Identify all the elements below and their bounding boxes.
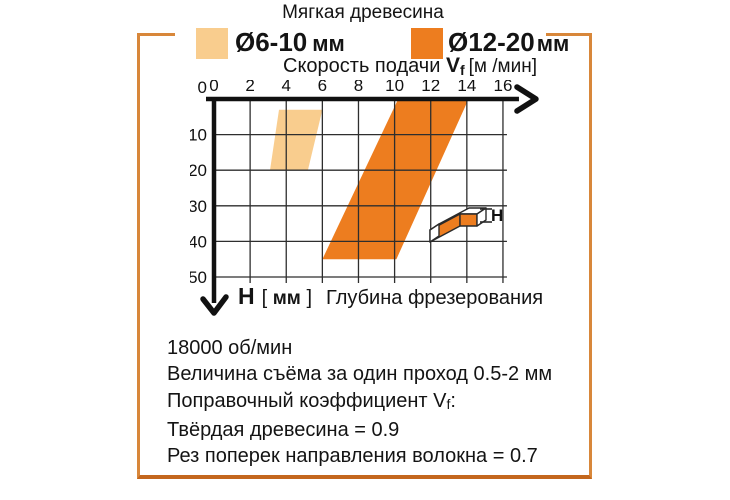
workpiece-depth-icon: H [429,206,503,243]
region-d6-10 [270,109,323,171]
depth-dimension-label: H [491,206,503,225]
y-tick-label: 10 [190,126,207,145]
x-tick-label: 0 [209,80,218,95]
x-axis-vf-subscript: f [459,62,465,78]
note-vf-subscript: f [446,395,451,412]
y-axis-bracket-close: ] [306,287,312,309]
y-tick-label: 50 [190,268,207,287]
note-correction-header: Поправочный коэффициент Vf: [167,388,552,417]
x-tick-label: 2 [245,80,254,95]
x-axis-vf-symbol: V [445,54,460,77]
y-axis-unit: мм [272,288,301,309]
x-axis-arrow-icon [514,84,539,114]
legend-unit-text: мм [536,31,570,56]
y-tick-label: 40 [190,232,207,251]
workpiece-front-face [459,213,478,227]
notes-block: 18000 об/мин Величина съёма за один прох… [167,335,552,469]
x-axis-title: Скорость подачи Vf [м /мин] [240,54,580,78]
page-title: Мягкая древесина [282,2,444,23]
note-correction-text: Поправочный коэффициент [167,389,428,412]
note-crossgrain-factor: Рез поперек направления волокна = 0.7 [167,445,538,468]
y-axis-title: H [ мм ] Глубина фрезерования [238,283,543,310]
note-colon: : [450,389,456,412]
milling-chart-plot: 0 2 4 6 8 10 12 14 16 0 10 20 30 40 50 [190,80,539,316]
y-axis-bracket-open: [ [261,287,268,309]
note-pass-depth: Величина съёма за один проход 0.5-2 мм [167,363,553,386]
frame-top-gap [175,30,546,39]
note-vf-symbol: V [433,389,447,412]
x-tick-label: 6 [318,80,327,95]
legend-label-text: Ø12-20 [448,27,535,57]
x-tick-label: 8 [354,80,363,95]
x-tick-label: 14 [457,80,476,95]
y-tick-label: 30 [190,197,207,216]
y-axis-arrow-icon [200,294,229,316]
note-hardwood-factor: Твёрдая древесина = 0.9 [167,418,400,441]
legend-swatch-large-diameter [411,28,443,59]
x-tick-label: 10 [385,80,404,95]
x-axis-unit: [м /мин] [468,56,537,77]
legend-swatch-small-diameter [196,28,228,59]
y-axis-title-text: Глубина фрезерования [326,287,544,309]
y-tick-label: 20 [190,161,207,180]
y-tick-label: 0 [198,80,207,97]
x-axis-title-text: Скорость подачи [283,55,441,77]
note-rpm: 18000 об/мин [167,337,293,359]
x-tick-label: 4 [282,80,291,95]
workpiece-left-end-face [429,223,440,243]
x-tick-label: 12 [421,80,440,95]
legend-label-small-diameter: Ø6-10 мм [235,27,345,58]
legend-label-large-diameter: Ø12-20мм [448,27,569,58]
legend-label-text: Ø6-10 [235,27,308,57]
x-tick-label: 16 [493,80,512,95]
y-axis-h-symbol: H [238,283,255,309]
legend-unit-text: мм [312,31,345,56]
